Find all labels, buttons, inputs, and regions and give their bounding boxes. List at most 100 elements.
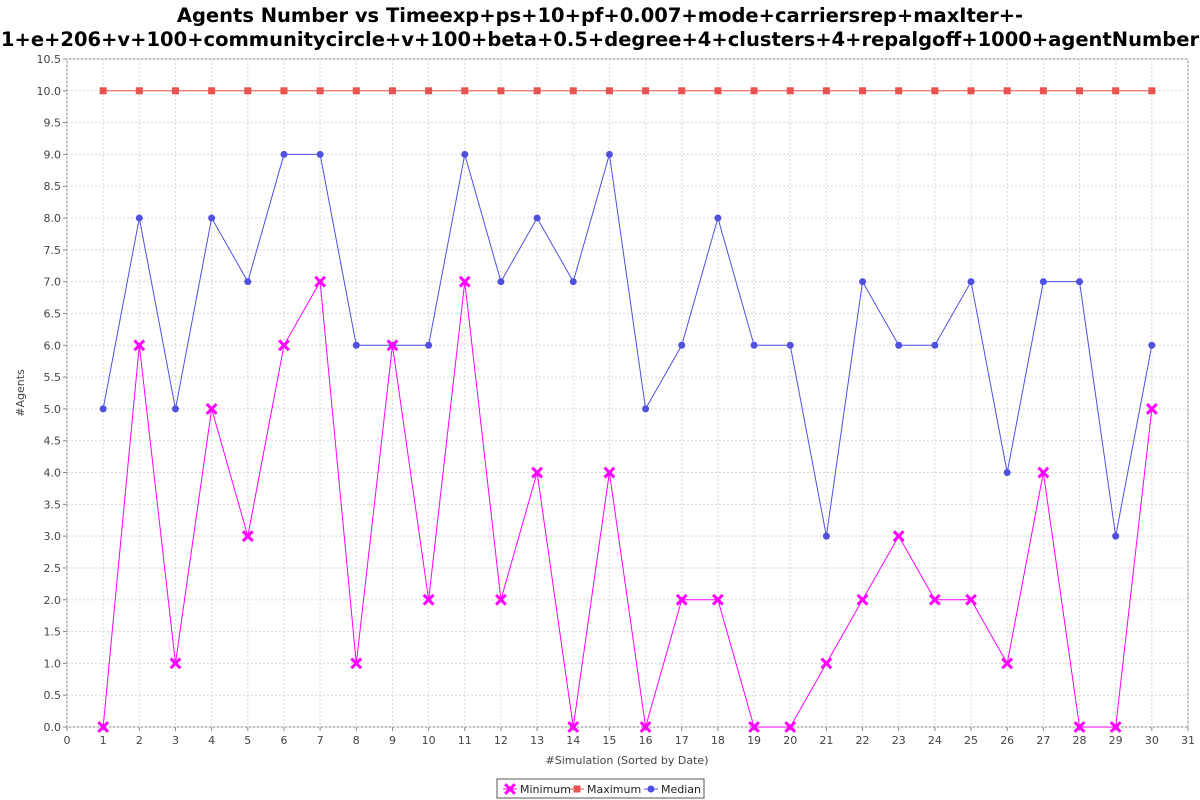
data-point-median [895, 341, 903, 349]
data-point-maximum [171, 87, 179, 95]
data-point-maximum [497, 87, 505, 95]
y-tick-label: 6.5 [44, 307, 62, 320]
y-tick-label: 4.0 [44, 467, 62, 480]
y-tick-label: 0.5 [44, 689, 62, 702]
data-point-median [678, 341, 686, 349]
series-minimum [97, 275, 1158, 733]
x-tick-label: 7 [317, 734, 324, 747]
data-point-minimum [892, 530, 905, 543]
data-point-median [497, 278, 505, 286]
data-point-maximum [678, 87, 686, 95]
data-point-maximum [316, 87, 324, 95]
data-point-minimum [748, 721, 760, 733]
x-tick-label: 9 [389, 734, 396, 747]
series-line-median [102, 153, 1153, 537]
x-tick-label: 20 [783, 734, 797, 747]
data-point-median [1003, 469, 1011, 477]
x-axis-label: #Simulation (Sorted by Date) [546, 754, 709, 767]
data-point-minimum [1037, 466, 1050, 479]
data-point-median [533, 214, 541, 222]
x-tick-label: 19 [747, 734, 761, 747]
data-point-maximum [859, 87, 867, 95]
legend-marker [504, 783, 516, 795]
x-tick-label: 12 [494, 734, 508, 747]
chart-title-line-1: Agents Number vs Timeexp+ps+10+pf+0.007+… [177, 4, 1023, 27]
data-point-minimum [169, 657, 182, 670]
legend: Minimum Maximum Median [496, 778, 705, 799]
data-point-maximum [280, 87, 288, 95]
data-point-minimum [856, 593, 869, 606]
data-point-maximum [533, 87, 541, 95]
data-point-maximum [967, 87, 975, 95]
data-point-median [967, 278, 975, 286]
y-tick-label: 5.5 [44, 371, 62, 384]
data-point-median [822, 532, 830, 540]
data-point-median [244, 278, 252, 286]
data-point-maximum [99, 87, 107, 95]
x-tick-label: 25 [964, 734, 978, 747]
data-point-maximum [750, 87, 758, 95]
y-tick-label: 10.0 [37, 85, 62, 98]
data-point-maximum [1112, 87, 1120, 95]
y-tick-label: 10.5 [37, 53, 62, 66]
x-tick-label: 10 [422, 734, 436, 747]
data-point-minimum [278, 339, 290, 352]
data-point-maximum [642, 87, 650, 95]
series [97, 87, 1158, 733]
data-point-minimum [422, 593, 435, 606]
x-tick-label: 22 [856, 734, 870, 747]
data-point-minimum [205, 402, 218, 415]
data-point-minimum [567, 721, 580, 733]
x-tick-label: 3 [172, 734, 179, 747]
data-point-minimum [711, 593, 724, 606]
data-point-maximum [352, 87, 360, 95]
series-maximum [99, 87, 1156, 95]
legend-marker [647, 785, 655, 793]
x-tick-label: 11 [458, 734, 472, 747]
data-point-median [208, 214, 216, 222]
axes: 0.0 0.5 1.0 1.5 2.0 2.5 3.0 3.5 4.0 4.5 5.0 5.5 6.0 6… [37, 53, 1196, 747]
data-point-median [135, 214, 143, 222]
y-tick-label: 6.0 [44, 339, 62, 352]
plot-area [66, 58, 1189, 728]
data-point-median [931, 341, 939, 349]
data-point-maximum [135, 87, 143, 95]
data-point-maximum [1076, 87, 1084, 95]
x-tick-label: 15 [602, 734, 616, 747]
y-tick-label: 1.0 [44, 657, 62, 670]
data-point-maximum [425, 87, 433, 95]
x-tick-label: 13 [530, 734, 544, 747]
data-point-minimum [97, 721, 110, 733]
series-line-minimum [102, 280, 1153, 728]
data-point-minimum [928, 593, 941, 606]
x-tick-label: 5 [244, 734, 251, 747]
data-point-median [171, 405, 179, 413]
data-point-median [99, 405, 107, 413]
x-tick-label: 6 [280, 734, 287, 747]
y-tick-label: 7.0 [44, 276, 62, 289]
data-point-maximum [1148, 87, 1156, 95]
data-point-median [316, 150, 324, 158]
data-point-minimum [350, 657, 363, 670]
x-tick-label: 27 [1036, 734, 1050, 747]
x-tick-label: 29 [1109, 734, 1123, 747]
data-point-minimum [1145, 402, 1158, 415]
data-point-median [859, 278, 867, 286]
data-point-minimum [458, 275, 471, 288]
data-point-minimum [675, 593, 688, 606]
x-tick-label: 8 [353, 734, 360, 747]
data-point-minimum [495, 593, 507, 606]
legend-marker [573, 785, 581, 793]
y-tick-label: 3.0 [44, 530, 62, 543]
data-point-median [569, 278, 577, 286]
data-point-maximum [895, 87, 903, 95]
data-point-maximum [569, 87, 577, 95]
legend-box [496, 778, 705, 799]
y-tick-label: 9.0 [44, 148, 62, 161]
data-point-maximum [1039, 87, 1047, 95]
legend-label: Minimum [520, 783, 571, 796]
x-tick-label: 28 [1073, 734, 1087, 747]
legend-label: Median [661, 783, 701, 796]
data-point-median [605, 150, 613, 158]
